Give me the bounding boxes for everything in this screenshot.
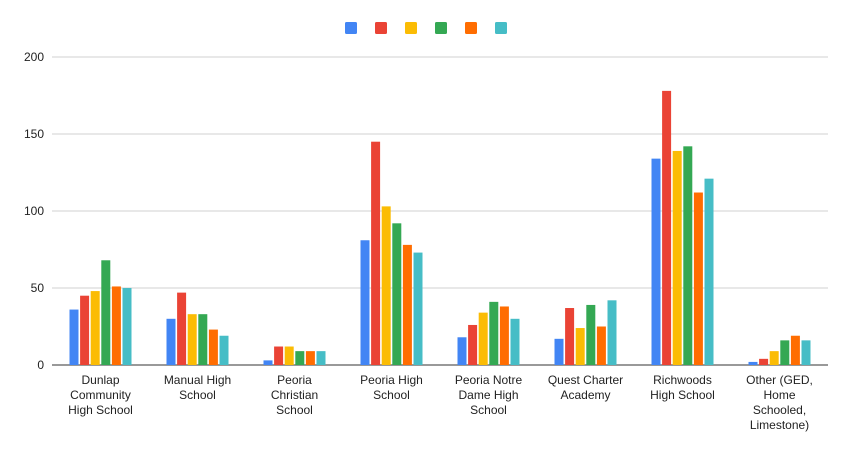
x-tick-label: Manual High School — [164, 373, 231, 402]
bar — [478, 312, 488, 365]
bar — [402, 244, 412, 365]
bar — [607, 300, 617, 365]
bar — [575, 328, 585, 365]
y-tick-label: 150 — [24, 127, 44, 141]
bar — [489, 301, 499, 365]
bar — [468, 324, 478, 365]
bar — [759, 358, 769, 365]
bar — [177, 292, 187, 365]
bar — [672, 150, 682, 365]
bar — [80, 295, 90, 365]
bar — [284, 346, 294, 365]
bar — [499, 306, 509, 365]
bar — [208, 329, 218, 365]
bar — [316, 351, 326, 365]
y-axis: 0 50 100 150 200 — [24, 50, 44, 372]
bar — [371, 141, 381, 365]
x-tick-label: Peoria Christian School — [271, 373, 318, 417]
y-tick-label: 100 — [24, 204, 44, 218]
legend-swatch-2 — [375, 22, 387, 34]
bar — [219, 335, 229, 365]
bar — [101, 260, 111, 365]
bar — [187, 314, 197, 365]
bar — [780, 340, 790, 365]
legend-swatch-6 — [495, 22, 507, 34]
bar — [413, 252, 423, 365]
bar — [565, 308, 575, 365]
bar — [769, 351, 779, 365]
bar — [90, 291, 100, 365]
legend-swatch-1 — [345, 22, 357, 34]
bar — [748, 361, 758, 365]
bar — [693, 192, 703, 365]
bar — [274, 346, 284, 365]
bar — [586, 304, 596, 365]
bar — [704, 178, 714, 365]
legend-swatch-4 — [435, 22, 447, 34]
y-tick-label: 200 — [24, 50, 44, 64]
bar — [381, 206, 391, 365]
x-tick-label: Other (GED, Home Schooled, Limestone) — [746, 373, 813, 432]
bar — [683, 146, 693, 365]
bar — [69, 309, 79, 365]
bar — [111, 286, 121, 365]
bar — [198, 314, 208, 365]
x-axis: Dunlap Community High School Manual High Sch… — [68, 373, 813, 432]
bar — [392, 223, 402, 365]
bar — [122, 288, 132, 365]
x-tick-label: Peoria Notre Dame High School — [455, 373, 523, 417]
bar — [651, 158, 661, 365]
bar — [360, 240, 370, 365]
bar — [263, 360, 273, 365]
bar — [166, 318, 176, 365]
x-tick-label: Richwoods High School — [650, 373, 715, 402]
bar — [790, 335, 800, 365]
bar — [801, 340, 811, 365]
bar — [305, 351, 315, 365]
bar — [510, 318, 520, 365]
bars — [69, 90, 811, 365]
legend-swatch-3 — [405, 22, 417, 34]
legend-swatch-5 — [465, 22, 477, 34]
bar — [457, 337, 467, 365]
y-tick-label: 50 — [31, 281, 45, 295]
x-tick-label: Dunlap Community High School — [68, 373, 133, 417]
x-tick-label: Quest Charter Academy — [548, 373, 623, 402]
x-tick-label: Peoria High School — [360, 373, 423, 402]
legend — [345, 22, 507, 34]
bar — [596, 326, 606, 365]
bar — [295, 351, 305, 365]
bar — [662, 90, 672, 365]
bar — [554, 338, 564, 365]
y-tick-label: 0 — [37, 358, 44, 372]
